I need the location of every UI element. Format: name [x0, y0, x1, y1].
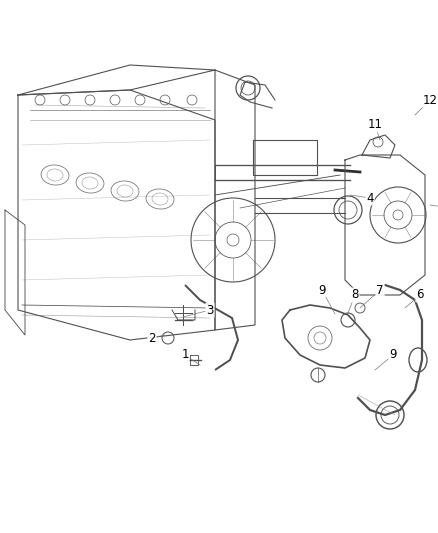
Text: 11: 11	[367, 118, 382, 132]
Text: 1: 1	[181, 349, 189, 361]
Text: 9: 9	[389, 349, 397, 361]
Text: 8: 8	[351, 288, 359, 302]
Text: 9: 9	[318, 284, 326, 296]
Text: 3: 3	[206, 303, 214, 317]
Text: 2: 2	[148, 332, 156, 344]
Text: 7: 7	[376, 284, 384, 296]
Text: 12: 12	[423, 93, 438, 107]
Text: 6: 6	[416, 288, 424, 302]
Text: 4: 4	[366, 191, 374, 205]
